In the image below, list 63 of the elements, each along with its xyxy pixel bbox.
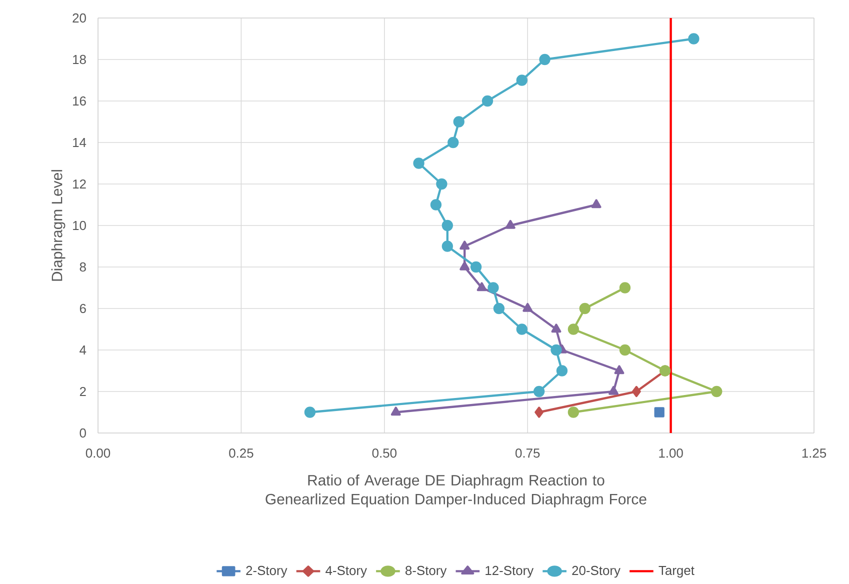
y-tick-label: 10 xyxy=(73,220,86,230)
point xyxy=(460,240,470,250)
point xyxy=(413,158,424,169)
point xyxy=(453,116,464,128)
point xyxy=(460,261,470,270)
x-tick-label: 0.00 xyxy=(86,448,110,458)
point xyxy=(476,282,487,292)
y-tick-label: 0 xyxy=(80,428,86,438)
point xyxy=(568,406,580,418)
y-tick-label: 18 xyxy=(73,54,86,64)
x-tick-label: 0.25 xyxy=(229,448,254,458)
point xyxy=(688,33,700,44)
point xyxy=(534,406,544,418)
point xyxy=(608,386,619,395)
point xyxy=(304,406,316,418)
point xyxy=(619,344,631,356)
x-axis-title: Ratio of Average DE Diaphragm Reaction to Genearlized Equation Damper-Induced Diaphragm Force xyxy=(266,474,646,508)
point xyxy=(505,220,516,229)
point xyxy=(442,220,453,232)
point xyxy=(591,199,602,208)
point xyxy=(579,302,590,314)
point xyxy=(632,386,641,398)
x-tick-label: 1.25 xyxy=(802,448,826,458)
point xyxy=(550,344,562,356)
point xyxy=(470,261,482,273)
legend-label: 4-Story xyxy=(326,566,367,578)
legend-label: 20-Story xyxy=(572,566,620,578)
y-tick-label: 14 xyxy=(73,138,86,147)
legend-label: Target xyxy=(658,566,694,578)
point xyxy=(482,95,494,107)
y-tick-label: 4 xyxy=(80,346,86,354)
legend-label: 12-Story xyxy=(486,566,534,578)
point xyxy=(614,365,624,374)
point xyxy=(430,199,442,210)
x-tick-label: 1.00 xyxy=(659,448,683,458)
y-tick-label: 12 xyxy=(73,179,86,189)
y-tick-label: 8 xyxy=(80,262,86,272)
point xyxy=(442,240,453,252)
point xyxy=(654,407,664,418)
point xyxy=(488,282,499,294)
point xyxy=(619,282,631,294)
x-tick-label: 0.50 xyxy=(372,448,397,458)
point xyxy=(556,365,568,376)
y-tick-label: 2 xyxy=(80,386,86,396)
y-axis-title: Diaphragm Level xyxy=(51,170,66,281)
point xyxy=(516,74,528,86)
point xyxy=(436,178,448,190)
point xyxy=(448,136,459,148)
point xyxy=(533,386,545,398)
point xyxy=(568,324,580,335)
point xyxy=(390,406,401,416)
legend-label: 2-Story xyxy=(246,566,288,578)
point xyxy=(493,302,505,314)
x-tick-label: 0.75 xyxy=(516,448,540,458)
point xyxy=(522,302,533,312)
y-tick-label: 20 xyxy=(72,13,86,23)
point xyxy=(516,324,528,335)
y-tick-label: 16 xyxy=(73,96,86,106)
point xyxy=(539,54,550,66)
legend-label: 8-Story xyxy=(406,566,447,578)
y-tick-label: 6 xyxy=(80,304,86,314)
point xyxy=(711,386,722,398)
point xyxy=(551,324,562,333)
